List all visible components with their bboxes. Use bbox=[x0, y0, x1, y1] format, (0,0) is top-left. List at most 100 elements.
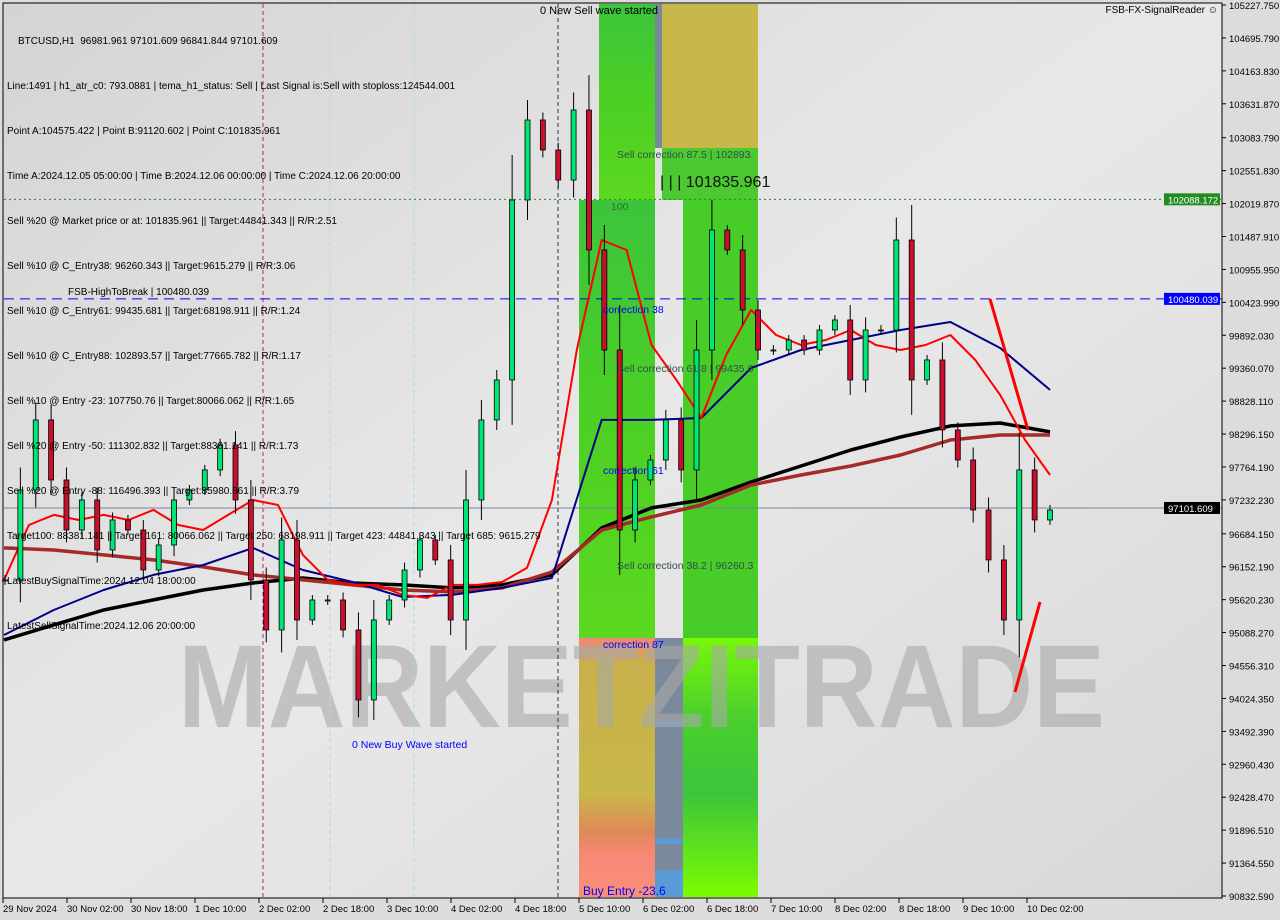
buy-entry-label: Buy Entry -23.6 bbox=[583, 884, 666, 898]
candle-body bbox=[586, 109, 592, 251]
candle-body bbox=[862, 329, 869, 381]
candle-body bbox=[417, 539, 423, 571]
candle bbox=[908, 205, 915, 415]
smiley-icon: ☺ bbox=[1207, 5, 1218, 16]
price-tick-label: 103083.790 bbox=[1229, 134, 1279, 145]
time-tick-label: 2 Dec 18:00 bbox=[323, 904, 374, 915]
watermark-logo: MARKETZITRADE bbox=[178, 621, 1105, 753]
candle-body bbox=[401, 569, 408, 601]
price-badge-label: 97101.609 bbox=[1168, 504, 1213, 515]
price-tick-label: 100423.990 bbox=[1229, 298, 1279, 309]
symbol-ohlc: BTCUSD,H1 96981.961 97101.609 96841.844 … bbox=[18, 36, 278, 47]
candle bbox=[2, 574, 8, 585]
candle-body bbox=[370, 619, 377, 701]
candle-body bbox=[616, 349, 623, 531]
candle-body bbox=[171, 499, 177, 546]
candle-body bbox=[755, 309, 761, 351]
candle-body bbox=[125, 519, 131, 531]
candle-body bbox=[94, 499, 101, 551]
candle-body bbox=[801, 339, 808, 351]
candle-body bbox=[893, 239, 900, 331]
candle bbox=[570, 92, 577, 198]
candle bbox=[401, 562, 408, 608]
buy-wave-label: 0 New Buy Wave started bbox=[352, 739, 468, 751]
price-tick-label: 98296.150 bbox=[1229, 430, 1274, 441]
price-tick-label: 96684.150 bbox=[1229, 530, 1274, 541]
price-tick-label: 96152.190 bbox=[1229, 563, 1274, 574]
time-tick-label: 10 Dec 02:00 bbox=[1027, 904, 1084, 915]
candle-body bbox=[693, 349, 700, 471]
zone-salmon bbox=[579, 638, 655, 897]
price-badge-level_green bbox=[1164, 193, 1220, 206]
info-line: Sell %10 @ C_Entry88: 102893.57 || Targe… bbox=[7, 351, 301, 362]
candle bbox=[924, 354, 930, 385]
candle bbox=[524, 99, 531, 221]
price-tick-label: 100955.950 bbox=[1229, 265, 1279, 276]
level-100-label: 100 bbox=[611, 201, 629, 213]
candle-body bbox=[1016, 469, 1023, 621]
candle-body bbox=[217, 444, 224, 471]
candle bbox=[447, 544, 454, 635]
info-line: Time A:2024.12.05 05:00:00 | Time B:2024… bbox=[7, 171, 401, 182]
candle-body bbox=[555, 149, 562, 181]
price-tick-label: 104695.790 bbox=[1229, 34, 1279, 45]
candle-body bbox=[232, 444, 239, 501]
price-tick-label: 97764.190 bbox=[1229, 463, 1274, 474]
price-tick-label: 97232.230 bbox=[1229, 496, 1274, 507]
zone-green-top bbox=[599, 4, 655, 200]
time-tick-label: 8 Dec 18:00 bbox=[899, 904, 950, 915]
candle bbox=[386, 594, 393, 625]
price-tick-label: 92428.470 bbox=[1229, 793, 1274, 804]
time-tick-label: 1 Dec 10:00 bbox=[195, 904, 246, 915]
price-badge-label: 100480.039 bbox=[1168, 295, 1218, 306]
candle bbox=[247, 479, 254, 600]
candle bbox=[94, 487, 101, 563]
candle bbox=[985, 497, 992, 573]
price-tick-label: 91364.550 bbox=[1229, 859, 1274, 870]
candle-body bbox=[263, 579, 270, 631]
candle-body bbox=[678, 419, 685, 471]
candle bbox=[17, 467, 24, 603]
candle bbox=[939, 342, 946, 448]
correction-87-label: correction 87 bbox=[603, 639, 664, 651]
candle-body bbox=[140, 529, 147, 571]
price-tick-label: 93492.390 bbox=[1229, 727, 1274, 738]
candle-body bbox=[985, 509, 992, 561]
candle-body bbox=[17, 489, 24, 581]
brand-text: FSB-FX-SignalReader bbox=[1105, 5, 1205, 16]
info-line: Sell %20 @ Market price or at: 101835.96… bbox=[7, 216, 337, 227]
price-tick-label: 104163.830 bbox=[1229, 67, 1279, 78]
time-axis: 29 Nov 2024 30 Nov 02:00 30 Nov 18:00 1 Dec… bbox=[2, 897, 1222, 915]
candle bbox=[140, 519, 147, 580]
candle-body bbox=[1000, 559, 1007, 621]
candle bbox=[555, 142, 562, 188]
candle bbox=[862, 317, 869, 393]
candle bbox=[32, 402, 39, 508]
candle bbox=[770, 345, 777, 355]
price-tick-label: 101487.910 bbox=[1229, 232, 1279, 243]
time-tick-label: 3 Dec 10:00 bbox=[387, 904, 438, 915]
info-line: Line:1491 | h1_atr_c0: 793.0881 | tema_h… bbox=[7, 81, 456, 92]
price-tick-label: 95620.230 bbox=[1229, 596, 1274, 607]
candle-body bbox=[309, 599, 316, 621]
candle-body bbox=[63, 479, 70, 531]
zone-lime bbox=[683, 638, 758, 897]
candle bbox=[78, 492, 85, 538]
price-tick-label: 92960.430 bbox=[1229, 760, 1274, 771]
candle-body bbox=[954, 429, 961, 461]
candle-body bbox=[32, 419, 39, 491]
candle bbox=[463, 469, 469, 650]
info-line: Sell %20 @ Entry -88: 116496.393 || Targ… bbox=[7, 486, 300, 497]
candle-body bbox=[78, 499, 85, 531]
price-tick-label: 102551.830 bbox=[1229, 167, 1279, 178]
candle-body bbox=[109, 519, 116, 551]
candle-body bbox=[662, 419, 669, 461]
candle-body bbox=[816, 329, 823, 351]
candle-body bbox=[493, 379, 500, 421]
candle bbox=[432, 534, 439, 565]
zone-steel bbox=[655, 638, 683, 897]
trend-line bbox=[1013, 601, 1042, 693]
candle bbox=[155, 538, 162, 577]
price-tick-label: 102019.870 bbox=[1229, 200, 1279, 211]
